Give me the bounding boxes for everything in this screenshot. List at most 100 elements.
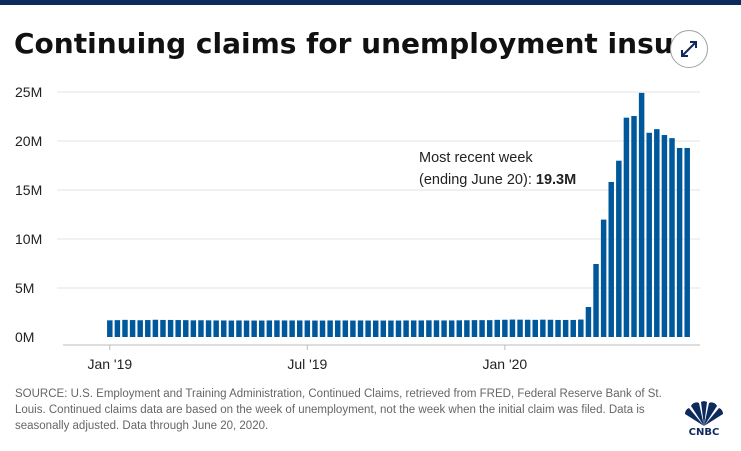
- bar: [524, 319, 531, 337]
- bar: [608, 181, 614, 337]
- bar: [251, 320, 257, 337]
- y-tick-label: 15M: [15, 182, 42, 198]
- bar: [600, 219, 607, 337]
- x-tick-label: Jan '19: [87, 356, 132, 372]
- bar: [183, 320, 189, 337]
- bars: [107, 92, 690, 337]
- bar: [433, 320, 440, 337]
- expand-button[interactable]: [670, 30, 708, 68]
- bar: [190, 320, 197, 337]
- bar-chart: 0M 5M 10M 15M 20M 25M Jan '19 Jul '19 Jan '20: [15, 84, 700, 372]
- bar: [380, 320, 387, 337]
- bar: [410, 320, 417, 337]
- bar: [167, 319, 174, 337]
- bar: [160, 319, 166, 337]
- bar: [236, 320, 242, 337]
- latest-week-annotation: Most recent week (ending June 20): 19.3M: [419, 147, 576, 191]
- y-tick-label: 0M: [15, 329, 34, 345]
- bar: [114, 320, 121, 337]
- bar: [213, 320, 219, 337]
- bar: [274, 320, 280, 337]
- bar: [107, 320, 113, 337]
- top-accent-bar: [0, 0, 741, 5]
- bar: [517, 319, 523, 337]
- bar: [205, 320, 212, 337]
- bar: [266, 320, 273, 337]
- y-tick-label: 10M: [15, 231, 42, 247]
- bar: [198, 320, 204, 337]
- bar: [365, 320, 371, 337]
- bar: [312, 320, 318, 337]
- annotation-value: 19.3M: [535, 172, 577, 188]
- bar: [129, 320, 136, 337]
- bar: [327, 320, 333, 337]
- x-tick-label: Jul '19: [287, 356, 327, 372]
- bar: [479, 320, 485, 337]
- bar: [562, 319, 569, 337]
- bar: [669, 138, 675, 337]
- bar: [578, 319, 584, 337]
- peacock-icon: [684, 401, 724, 426]
- x-axis-ticks: Jan '19 Jul '19 Jan '20: [87, 345, 527, 372]
- bar: [540, 319, 546, 337]
- bar: [152, 319, 159, 337]
- cnbc-logo: CNBC: [681, 400, 727, 442]
- bar: [532, 319, 538, 337]
- bar: [441, 320, 447, 337]
- bar: [289, 320, 295, 337]
- bar: [395, 320, 402, 337]
- bar: [281, 320, 288, 337]
- y-tick-label: 5M: [15, 280, 34, 296]
- bar: [570, 319, 576, 337]
- bar: [684, 147, 690, 337]
- bar: [357, 320, 364, 337]
- y-tick-label: 25M: [15, 84, 42, 100]
- bar: [646, 132, 652, 337]
- bar: [388, 320, 394, 337]
- bar: [228, 320, 235, 337]
- bar: [593, 263, 599, 337]
- bar: [304, 320, 311, 337]
- bar: [418, 320, 425, 337]
- bar: [342, 320, 349, 337]
- bar: [616, 160, 622, 337]
- bar: [486, 320, 493, 337]
- bar: [631, 116, 637, 337]
- source-note: SOURCE: U.S. Employment and Training Adm…: [15, 388, 662, 432]
- bar: [494, 319, 501, 337]
- bar: [221, 320, 227, 337]
- bar: [502, 319, 508, 337]
- logo-text: CNBC: [688, 427, 720, 438]
- bar: [334, 320, 341, 337]
- bar: [259, 320, 265, 337]
- bar: [676, 147, 683, 337]
- bar: [623, 117, 630, 337]
- bar: [403, 320, 409, 337]
- bar: [448, 320, 455, 337]
- bar: [456, 320, 463, 337]
- bar: [555, 319, 561, 337]
- bar: [661, 135, 668, 337]
- bar: [319, 320, 326, 337]
- bar: [471, 320, 478, 337]
- chart-title: Continuing claims for unemployment insur…: [14, 27, 682, 60]
- bar: [547, 319, 554, 337]
- bar: [296, 320, 303, 337]
- annotation-prefix: (ending June 20):: [419, 172, 532, 188]
- bar: [638, 92, 645, 337]
- annotation-line-2: (ending June 20): 19.3M: [419, 169, 576, 191]
- bar: [372, 320, 379, 337]
- bar: [585, 307, 592, 337]
- bar: [243, 320, 250, 337]
- expand-arrows-icon: [681, 41, 697, 57]
- bar: [654, 129, 660, 337]
- y-tick-label: 20M: [15, 133, 42, 149]
- bar: [464, 320, 470, 337]
- bar: [145, 320, 151, 337]
- grid-lines: [57, 91, 700, 289]
- bar: [137, 320, 143, 337]
- bar: [175, 320, 181, 337]
- bar: [509, 319, 516, 337]
- annotation-line-1: Most recent week: [419, 150, 533, 166]
- bar: [122, 319, 128, 337]
